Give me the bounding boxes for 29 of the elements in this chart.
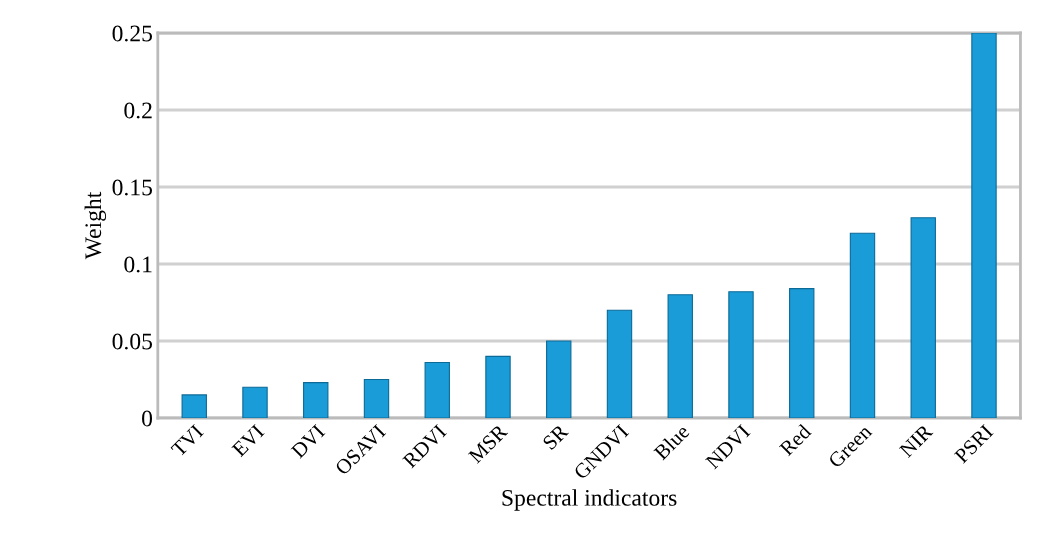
bar: [363, 378, 390, 418]
bar: [546, 340, 572, 418]
y-tick-label: 0.25: [112, 25, 153, 42]
bar: [910, 217, 936, 418]
x-tick-label: SR: [542, 423, 570, 451]
x-axis-title: Spectral indicators: [502, 489, 677, 511]
bar: [728, 291, 754, 418]
x-tick-label: Blue: [652, 423, 691, 461]
bar: [303, 382, 329, 418]
bar: [667, 294, 693, 418]
bar: [606, 309, 633, 418]
bar: [424, 362, 450, 418]
y-tick-label: 0.05: [112, 333, 153, 350]
bar: [849, 232, 876, 418]
x-tick-label: DVI: [290, 423, 326, 460]
bar: [789, 288, 815, 418]
x-tick-label: EVI: [231, 423, 265, 458]
x-tick-label: NIR: [898, 423, 934, 459]
y-tick-label: 0.2: [124, 102, 152, 119]
y-tick-label: 0: [142, 410, 153, 427]
y-tick-label: 0.1: [124, 256, 152, 273]
y-axis-title: Weight: [84, 191, 107, 260]
x-tick-label: TVI: [170, 423, 205, 458]
bar: [485, 355, 511, 418]
x-tick-label: Red: [778, 423, 812, 457]
y-tick-label: 0.15: [112, 179, 153, 196]
bar: [971, 33, 997, 418]
bar: [181, 394, 207, 418]
bar: [242, 386, 268, 418]
